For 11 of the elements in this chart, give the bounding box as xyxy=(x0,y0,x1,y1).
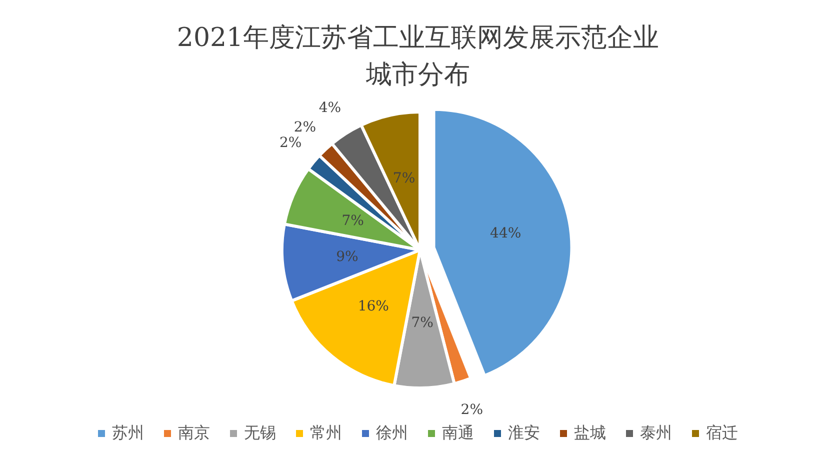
legend-label: 盐城 xyxy=(574,423,606,444)
legend-label: 宿迁 xyxy=(706,423,738,444)
legend-label: 徐州 xyxy=(376,423,408,444)
legend-label: 无锡 xyxy=(244,423,276,444)
legend-label: 南京 xyxy=(178,423,210,444)
legend-label: 淮安 xyxy=(508,423,540,444)
legend-label: 常州 xyxy=(310,423,342,444)
legend-label: 苏州 xyxy=(112,423,144,444)
title: 2021年度江苏省工业互联网发展示范企业城市分布 xyxy=(176,22,660,92)
legend-label: 南通 xyxy=(442,423,474,444)
legend-label: 泰州 xyxy=(640,423,672,444)
